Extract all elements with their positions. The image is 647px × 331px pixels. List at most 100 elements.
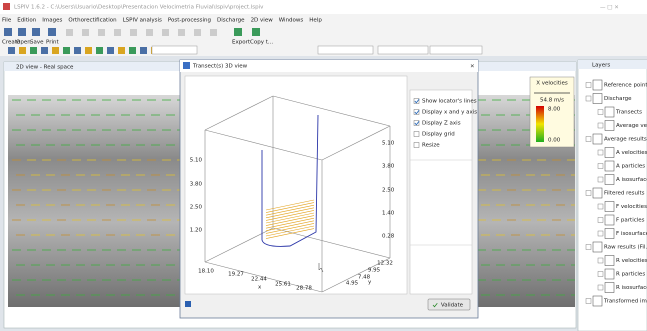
- option-checkbox[interactable]: [414, 132, 419, 137]
- layer-thumbnail: [605, 283, 614, 293]
- layer-label[interactable]: Discharge: [604, 96, 632, 102]
- layer-checkbox[interactable]: [598, 204, 603, 209]
- toolbar-icon[interactable]: [252, 28, 260, 36]
- toolbar-icon[interactable]: [18, 28, 26, 36]
- y-tick-label: 4.95: [346, 281, 359, 287]
- layer-thumbnail: [605, 175, 614, 185]
- app-icon: [3, 3, 10, 10]
- z-tick-label: 2.50: [190, 205, 203, 211]
- menu-item[interactable]: Edition: [17, 18, 37, 24]
- legend-min: 0.00: [548, 138, 561, 144]
- layer-thumbnail: [605, 269, 614, 279]
- layer-checkbox[interactable]: [598, 285, 603, 290]
- window-title: LSPIV 1.6.2 - C:\Users\Usuario\Desktop\P…: [14, 5, 264, 11]
- tool-icon: [107, 47, 114, 54]
- tool-icon: [41, 47, 48, 54]
- layer-label[interactable]: R particles: [616, 272, 645, 278]
- layer-thumbnail: [605, 256, 614, 266]
- option-checkbox[interactable]: [414, 143, 419, 148]
- layer-label[interactable]: R isosurfaces: [616, 285, 647, 291]
- menu-item[interactable]: Images: [42, 18, 62, 24]
- view-tab-label: 2D view - Real space: [16, 65, 74, 71]
- toolbar-icon[interactable]: [234, 28, 242, 36]
- layer-checkbox[interactable]: [586, 96, 591, 101]
- legend-title: X velocities: [536, 81, 568, 87]
- toolbar-icon-disabled: [178, 29, 185, 36]
- layer-label[interactable]: Transects: [615, 110, 642, 116]
- layer-checkbox[interactable]: [598, 164, 603, 169]
- layer-checkbox[interactable]: [598, 272, 603, 277]
- menu-item[interactable]: Orthorectification: [68, 18, 117, 24]
- dropdown: [430, 46, 482, 54]
- option-label[interactable]: Display x and y axis: [422, 110, 477, 116]
- menu-item[interactable]: Help: [309, 18, 322, 24]
- toolbar-label: Open: [16, 40, 31, 46]
- menu-item[interactable]: Discharge: [217, 18, 245, 24]
- tool-icon: [19, 47, 26, 54]
- x-tick-label: 25.61: [275, 282, 291, 288]
- layer-checkbox[interactable]: [586, 245, 591, 250]
- layer-label[interactable]: A particles: [616, 164, 645, 170]
- layer-checkbox[interactable]: [586, 83, 591, 88]
- layer-thumbnail: [593, 134, 602, 144]
- toolbar-label: Save: [30, 40, 44, 46]
- layer-checkbox[interactable]: [598, 258, 603, 263]
- dropdown: [152, 46, 197, 54]
- toolbar-icon[interactable]: [4, 28, 12, 36]
- layer-label[interactable]: Average velocities: [616, 123, 647, 129]
- plot-area: [185, 76, 407, 294]
- tool-icon: [30, 47, 37, 54]
- option-label[interactable]: Display grid: [422, 132, 455, 138]
- dropdown: [318, 46, 373, 54]
- tool-icon: [140, 47, 147, 54]
- menu-item[interactable]: File: [2, 18, 12, 24]
- layers-header: [578, 60, 647, 69]
- layer-checkbox[interactable]: [586, 137, 591, 142]
- layer-checkbox[interactable]: [598, 150, 603, 155]
- dialog-title: Transect(s) 3D view: [192, 64, 248, 70]
- layer-checkbox[interactable]: [598, 218, 603, 223]
- layer-checkbox[interactable]: [598, 110, 603, 115]
- layer-checkbox[interactable]: [598, 177, 603, 182]
- layer-label[interactable]: A velocities: [616, 150, 647, 156]
- layer-label[interactable]: Filtered results: [604, 191, 645, 197]
- close-button[interactable]: ×: [470, 64, 475, 70]
- layer-label[interactable]: Reference points: [604, 83, 647, 89]
- layer-thumbnail: [593, 94, 602, 104]
- option-label[interactable]: Resize: [422, 143, 440, 149]
- menu-item[interactable]: LSPIV analysis: [123, 18, 162, 24]
- layer-label[interactable]: R velocities: [616, 258, 647, 264]
- toolbar-icon[interactable]: [48, 28, 56, 36]
- toolbar-icon-disabled: [82, 29, 89, 36]
- layer-thumbnail: [593, 296, 602, 306]
- layer-label[interactable]: A isosurfaces: [616, 177, 647, 183]
- legend-scale: 54.8 m/s: [540, 98, 564, 104]
- z-tick-label: 5.10: [190, 158, 203, 164]
- option-label[interactable]: Display Z axis: [422, 121, 461, 127]
- toolbar-icon[interactable]: [32, 28, 40, 36]
- menu-item[interactable]: Post-processing: [168, 18, 211, 24]
- legend-max: 8.00: [548, 107, 561, 113]
- layer-checkbox[interactable]: [586, 191, 591, 196]
- layer-thumbnail: [593, 80, 602, 90]
- z-tick-label: 1.20: [190, 228, 203, 234]
- layer-label[interactable]: Average results: [604, 137, 647, 143]
- layer-label[interactable]: F isosurfaces: [616, 231, 647, 237]
- menu-item[interactable]: 2D view: [251, 18, 274, 24]
- layer-checkbox[interactable]: [586, 299, 591, 304]
- layer-thumbnail: [593, 242, 602, 252]
- menu-item[interactable]: Windows: [279, 18, 304, 24]
- layer-label[interactable]: F velocities: [616, 204, 647, 210]
- help-icon[interactable]: [185, 301, 191, 307]
- z-tick-label: 3.80: [190, 182, 203, 188]
- dialog-icon: [183, 62, 190, 69]
- toolbar-icon-disabled: [98, 29, 105, 36]
- layer-checkbox[interactable]: [598, 123, 603, 128]
- layer-thumbnail: [593, 188, 602, 198]
- layer-checkbox[interactable]: [598, 231, 603, 236]
- layer-label[interactable]: Transformed im...: [603, 299, 647, 305]
- option-label[interactable]: Show locator's lines: [422, 99, 477, 105]
- layer-label[interactable]: Raw results (Fil...: [604, 245, 647, 251]
- tool-icon: [63, 47, 70, 54]
- layer-label[interactable]: F particles: [616, 218, 645, 224]
